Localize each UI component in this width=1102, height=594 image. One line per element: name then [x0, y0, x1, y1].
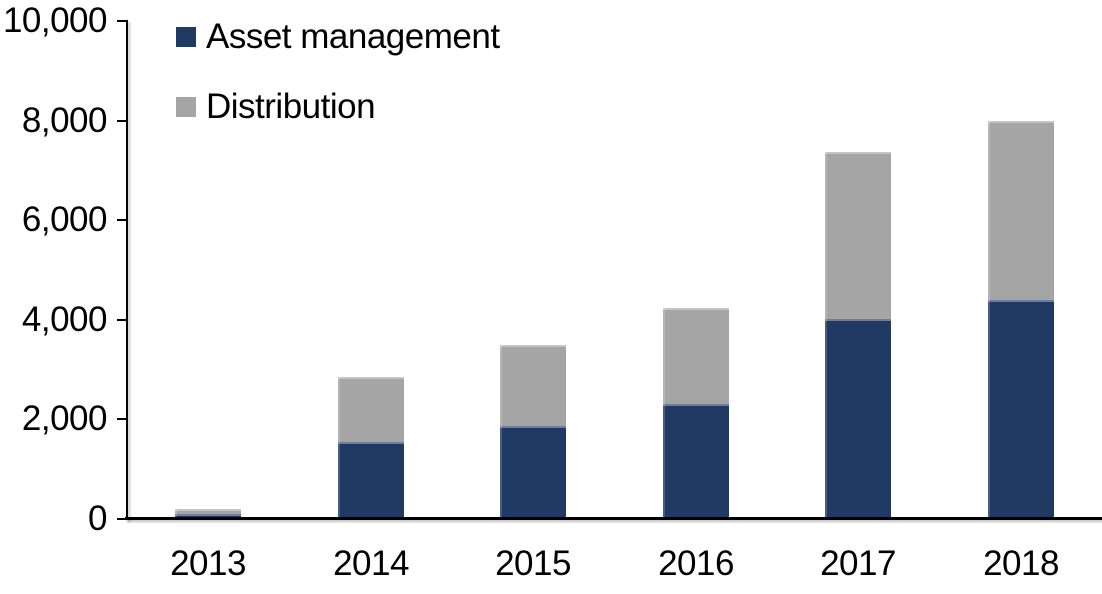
distribution-swatch	[176, 97, 196, 117]
y-tick-label-0: 0	[88, 499, 107, 538]
y-tick-label-4000: 4,000	[21, 300, 108, 339]
bar-2014-distribution	[338, 377, 404, 442]
x-axis-line	[125, 517, 1102, 520]
bar-2016-asset-management	[663, 404, 729, 519]
bar-2016-distribution	[663, 308, 729, 404]
bar-2015-asset-management	[500, 426, 566, 519]
y-tick-label-8000: 8,000	[21, 101, 108, 140]
bar-2018-distribution	[988, 121, 1054, 300]
y-tick-label-6000: 6,000	[21, 200, 108, 239]
asset-management-legend-label: Asset management	[206, 17, 500, 56]
x-label-2013: 2013	[170, 544, 246, 583]
y-axis-line	[126, 20, 128, 520]
x-label-2015: 2015	[495, 544, 571, 583]
distribution-legend-label: Distribution	[206, 87, 376, 126]
y-tick-mark-10000	[117, 20, 126, 22]
bar-2017-asset-management	[825, 319, 891, 519]
bar-2013-distribution	[175, 509, 241, 514]
legend-item-distribution: Distribution	[176, 86, 376, 128]
x-label-2017: 2017	[820, 544, 896, 583]
y-tick-label-10000: 10,000	[2, 1, 108, 40]
bar-2014-asset-management	[338, 442, 404, 519]
bar-2013-asset-management	[175, 514, 241, 519]
x-label-2016: 2016	[658, 544, 734, 583]
y-tick-mark-4000	[117, 319, 126, 321]
bar-2018-asset-management	[988, 300, 1054, 519]
x-label-2014: 2014	[333, 544, 409, 583]
y-tick-mark-6000	[117, 219, 126, 221]
y-tick-label-2000: 2,000	[21, 399, 108, 438]
asset-management-swatch	[176, 27, 196, 47]
y-tick-mark-0	[117, 518, 126, 520]
bar-2015-distribution	[500, 345, 566, 426]
y-tick-mark-2000	[117, 418, 126, 420]
bar-2017-distribution	[825, 152, 891, 319]
y-tick-mark-8000	[117, 120, 126, 122]
legend-item-asset-management: Asset management	[176, 16, 500, 58]
x-label-2018: 2018	[983, 544, 1059, 583]
